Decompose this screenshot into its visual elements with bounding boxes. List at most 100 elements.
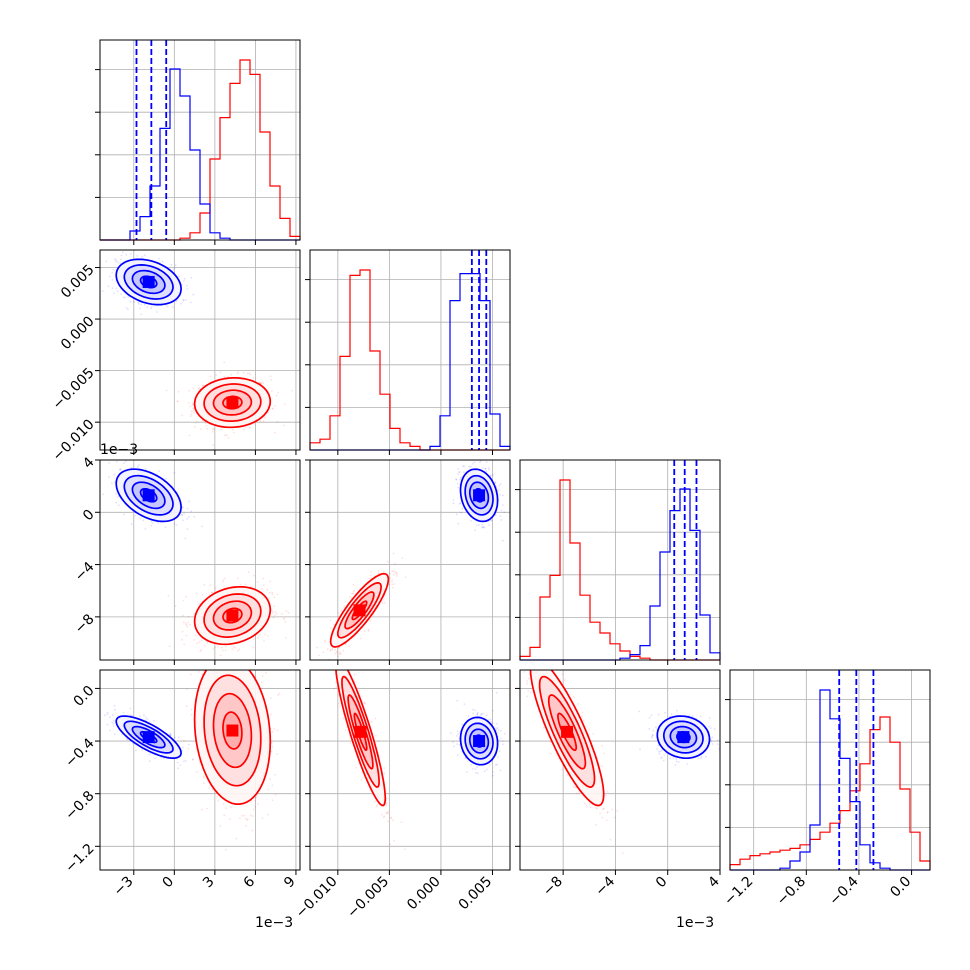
sample-point — [188, 516, 190, 518]
y-tick-label: −8 — [72, 611, 98, 637]
sample-point — [133, 300, 135, 303]
sample-point — [499, 515, 502, 517]
sample-point — [274, 793, 277, 796]
sample-point — [462, 465, 464, 468]
sample-point — [200, 808, 203, 811]
sample-point — [148, 760, 151, 763]
sample-point — [201, 419, 204, 422]
sample-point — [223, 814, 226, 817]
sample-point — [269, 580, 272, 583]
sample-point — [485, 470, 488, 473]
x-tick-label: −1.2 — [721, 874, 756, 909]
sample-point — [479, 461, 481, 464]
sample-point — [197, 388, 200, 390]
sample-point — [125, 306, 128, 309]
sample-point — [189, 623, 191, 626]
sample-point — [177, 390, 180, 393]
sample-point — [182, 621, 185, 624]
sample-point — [113, 473, 116, 476]
sample-point — [276, 753, 279, 755]
sample-point — [251, 815, 254, 817]
sample-point — [461, 507, 464, 510]
sample-point — [183, 280, 185, 282]
sample-point — [487, 466, 490, 469]
sample-point — [482, 525, 485, 528]
sample-point — [391, 580, 393, 583]
sample-point — [457, 468, 459, 470]
sample-point — [248, 372, 251, 375]
sample-point — [201, 525, 204, 528]
sample-point — [404, 576, 407, 579]
sample-point — [377, 569, 380, 572]
sample-point — [273, 728, 276, 730]
density-peak — [226, 396, 239, 409]
sample-point — [139, 307, 142, 310]
sample-point — [275, 394, 278, 397]
sample-point — [463, 471, 465, 474]
sample-point — [211, 788, 214, 791]
sample-point — [237, 371, 240, 373]
sample-point — [460, 476, 462, 479]
sample-point — [183, 277, 186, 280]
sample-point — [188, 389, 191, 392]
sample-point — [124, 460, 127, 463]
sample-point — [369, 620, 371, 622]
sample-point — [274, 405, 276, 407]
sample-point — [261, 675, 264, 677]
sample-point — [456, 482, 459, 485]
sample-point — [177, 275, 180, 278]
sample-point — [191, 404, 194, 406]
sample-point — [481, 523, 483, 526]
sample-point — [171, 306, 174, 308]
sample-point — [160, 756, 163, 759]
sample-point — [232, 431, 235, 434]
sample-point — [186, 517, 189, 520]
sample-point — [470, 519, 472, 522]
sample-point — [193, 515, 196, 518]
sample-point — [113, 704, 116, 707]
panel-frame — [99, 39, 301, 241]
sample-point — [458, 503, 461, 505]
sample-point — [382, 599, 385, 601]
sample-point — [143, 303, 146, 306]
sample-point — [484, 467, 487, 470]
sample-point — [188, 434, 191, 437]
sample-point — [370, 570, 373, 573]
sample-point — [261, 381, 264, 384]
sample-point — [383, 601, 386, 604]
sample-point — [246, 372, 249, 375]
sample-point — [122, 296, 125, 299]
sample-point — [250, 585, 252, 588]
sample-point — [121, 251, 124, 254]
sample-point — [119, 258, 122, 260]
sample-point — [185, 634, 188, 637]
density-peak — [473, 489, 486, 502]
panel-frame — [729, 669, 931, 871]
sample-point — [249, 814, 252, 817]
sample-point — [181, 506, 184, 509]
sample-point — [129, 714, 132, 717]
sample-point — [201, 384, 204, 387]
x-tick-label: −0.4 — [826, 873, 861, 908]
y-tick-label: −0.4 — [62, 735, 97, 770]
sample-point — [270, 741, 273, 744]
sample-point — [271, 390, 273, 392]
sample-point — [244, 824, 247, 827]
sample-point — [109, 716, 111, 719]
sample-point — [344, 643, 347, 645]
sample-point — [106, 723, 109, 726]
sample-point — [494, 481, 497, 483]
sample-point — [173, 523, 176, 525]
sample-point — [129, 707, 132, 710]
sample-point — [126, 738, 129, 741]
sample-point — [183, 643, 186, 646]
sample-point — [457, 522, 460, 525]
sample-point — [127, 308, 129, 311]
sample-point — [275, 612, 278, 615]
x-tick-label: 0 — [160, 874, 178, 892]
sample-point — [322, 651, 325, 654]
sample-point — [227, 437, 230, 439]
sample-point — [150, 307, 152, 310]
sample-point — [329, 650, 331, 652]
sample-point — [140, 313, 143, 316]
